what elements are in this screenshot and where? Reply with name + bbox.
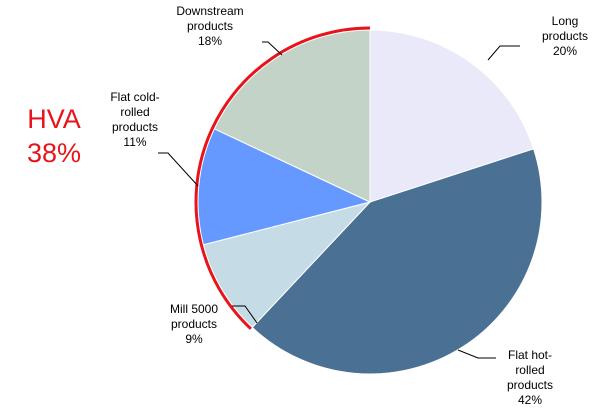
pie-slice [213,29,371,203]
leader-line [457,349,496,359]
slice-label: Flat hot- rolled products 42% [507,348,553,408]
slice-name: Downstream products [176,4,244,33]
annotation: HVA 38% [27,102,81,170]
slice-value: 42% [517,393,543,407]
slice-name: Flat hot- rolled products [506,348,554,392]
annotation-value: 38% [26,138,82,168]
slice-label: Mill 5000 products 9% [170,302,218,347]
slice-value: 11% [123,135,147,149]
slice-value: 20% [552,44,578,58]
slice-label: Flat cold- rolled products 11% [110,90,159,150]
slice-label: Long products 20% [542,14,588,59]
leader-line [158,152,199,187]
slice-value: 18% [197,34,223,48]
annotation-text: HVA [27,104,81,134]
slice-value: 9% [185,332,203,346]
pie-slice [369,29,535,203]
slice-name: Mill 5000 products [169,302,219,331]
leader-line [487,45,520,61]
hva-arc [194,26,371,330]
pie-slice [251,148,543,375]
slice-name: Long products [541,14,589,43]
slice-label: Downstream products 18% [176,4,243,49]
pie-slice [202,201,372,329]
leader-line [262,41,283,56]
leader-line [232,305,258,324]
slice-name: Flat cold- rolled products [110,90,160,134]
slices [194,26,543,375]
leader-lines [158,41,520,359]
pie-slice [197,128,372,246]
